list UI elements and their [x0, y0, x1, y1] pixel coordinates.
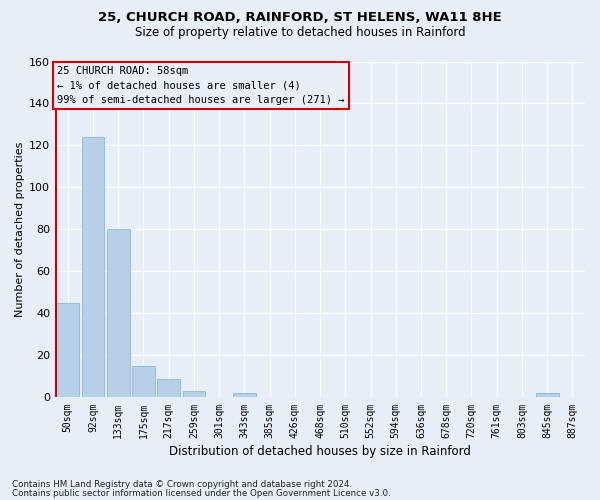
- Bar: [107, 230, 130, 398]
- Bar: [182, 391, 205, 398]
- Text: Contains public sector information licensed under the Open Government Licence v3: Contains public sector information licen…: [12, 488, 391, 498]
- Bar: [157, 378, 180, 398]
- Text: 25, CHURCH ROAD, RAINFORD, ST HELENS, WA11 8HE: 25, CHURCH ROAD, RAINFORD, ST HELENS, WA…: [98, 11, 502, 24]
- Bar: [233, 393, 256, 398]
- Bar: [56, 303, 79, 398]
- Text: 25 CHURCH ROAD: 58sqm
← 1% of detached houses are smaller (4)
99% of semi-detach: 25 CHURCH ROAD: 58sqm ← 1% of detached h…: [57, 66, 344, 106]
- Y-axis label: Number of detached properties: Number of detached properties: [15, 142, 25, 317]
- X-axis label: Distribution of detached houses by size in Rainford: Distribution of detached houses by size …: [169, 444, 471, 458]
- Text: Contains HM Land Registry data © Crown copyright and database right 2024.: Contains HM Land Registry data © Crown c…: [12, 480, 352, 489]
- Bar: [132, 366, 155, 398]
- Bar: [536, 393, 559, 398]
- Text: Size of property relative to detached houses in Rainford: Size of property relative to detached ho…: [134, 26, 466, 39]
- Bar: [82, 137, 104, 398]
